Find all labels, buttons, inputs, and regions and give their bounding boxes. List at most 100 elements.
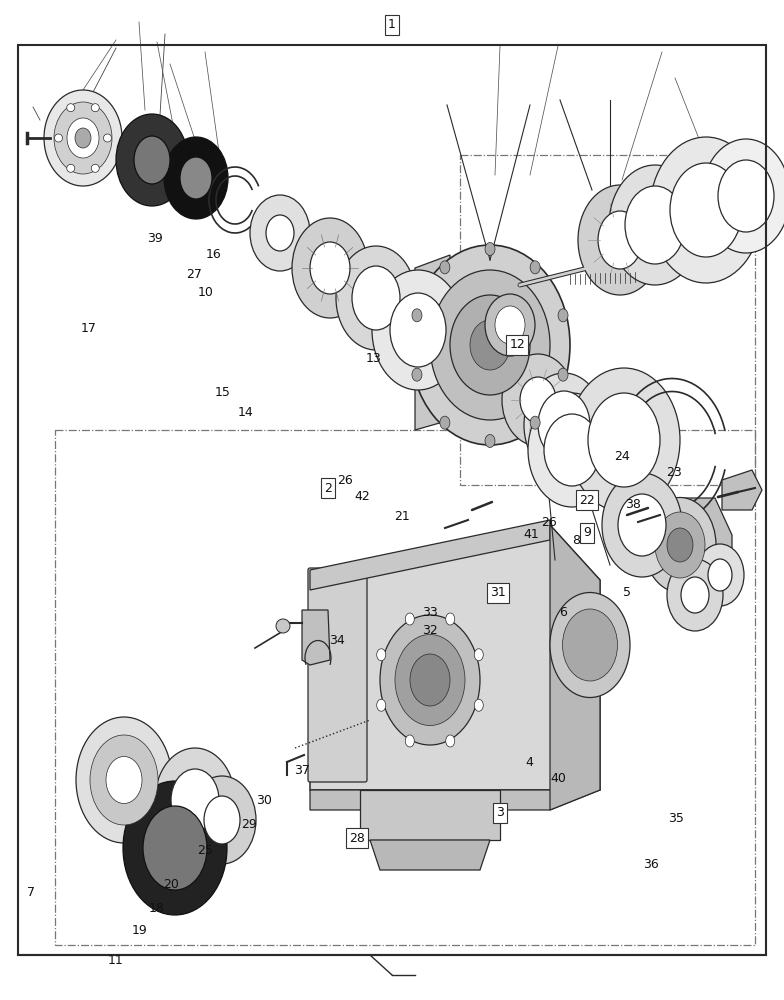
Ellipse shape (544, 414, 600, 486)
Polygon shape (415, 255, 450, 430)
Ellipse shape (171, 769, 219, 831)
Text: 14: 14 (238, 406, 253, 418)
Text: 16: 16 (205, 248, 221, 261)
Ellipse shape (524, 373, 604, 477)
Ellipse shape (470, 320, 510, 370)
Ellipse shape (562, 609, 618, 681)
Ellipse shape (696, 544, 744, 606)
Ellipse shape (558, 368, 568, 381)
Ellipse shape (440, 261, 450, 274)
Circle shape (91, 104, 100, 112)
Polygon shape (310, 525, 600, 790)
Ellipse shape (372, 270, 464, 390)
Ellipse shape (528, 393, 616, 507)
Ellipse shape (75, 128, 91, 148)
Ellipse shape (405, 613, 414, 625)
Text: 28: 28 (349, 832, 365, 844)
Text: 34: 34 (329, 635, 345, 648)
Ellipse shape (446, 735, 455, 747)
Ellipse shape (708, 559, 732, 591)
Text: 26: 26 (337, 474, 353, 487)
Ellipse shape (412, 368, 422, 381)
Ellipse shape (485, 434, 495, 448)
Text: 42: 42 (354, 490, 370, 504)
Ellipse shape (474, 649, 483, 661)
Text: 2: 2 (324, 482, 332, 494)
Ellipse shape (134, 136, 170, 184)
Bar (55, 430, 755, 945)
Ellipse shape (502, 354, 574, 446)
Ellipse shape (390, 293, 446, 367)
Circle shape (276, 619, 290, 633)
Ellipse shape (440, 416, 450, 429)
Ellipse shape (352, 266, 400, 330)
FancyBboxPatch shape (308, 568, 367, 782)
Ellipse shape (266, 215, 294, 251)
Ellipse shape (412, 309, 422, 322)
Ellipse shape (310, 242, 350, 294)
Ellipse shape (718, 160, 774, 232)
Ellipse shape (164, 137, 228, 219)
Ellipse shape (670, 163, 742, 257)
Ellipse shape (204, 796, 240, 844)
Ellipse shape (530, 416, 540, 429)
Ellipse shape (485, 294, 535, 356)
Text: 4: 4 (525, 756, 533, 768)
Text: 40: 40 (550, 772, 566, 784)
Text: 37: 37 (294, 764, 310, 778)
Ellipse shape (474, 699, 483, 711)
Text: 6: 6 (559, 605, 567, 618)
Ellipse shape (410, 654, 450, 706)
Ellipse shape (588, 393, 660, 487)
Text: 9: 9 (583, 526, 591, 540)
Polygon shape (680, 498, 732, 590)
Polygon shape (360, 790, 500, 840)
Ellipse shape (618, 494, 666, 556)
Circle shape (55, 134, 63, 142)
Text: 23: 23 (666, 466, 682, 480)
Ellipse shape (380, 615, 480, 745)
Text: 13: 13 (366, 352, 382, 364)
Ellipse shape (67, 118, 99, 158)
Text: 19: 19 (132, 924, 147, 936)
Ellipse shape (625, 186, 685, 264)
Ellipse shape (395, 635, 465, 726)
Text: 36: 36 (643, 858, 659, 871)
Ellipse shape (702, 139, 784, 253)
Text: 20: 20 (163, 878, 179, 890)
Text: 33: 33 (422, 606, 437, 619)
Text: 32: 32 (422, 624, 437, 637)
Text: 17: 17 (81, 322, 96, 334)
Ellipse shape (446, 613, 455, 625)
Ellipse shape (155, 748, 235, 852)
Ellipse shape (644, 497, 716, 592)
Ellipse shape (54, 102, 112, 174)
Circle shape (103, 134, 111, 142)
Ellipse shape (180, 157, 212, 199)
Ellipse shape (292, 218, 368, 318)
Text: 8: 8 (572, 534, 580, 546)
Ellipse shape (90, 735, 158, 825)
Ellipse shape (598, 211, 642, 269)
Polygon shape (370, 840, 490, 870)
Polygon shape (550, 525, 600, 810)
Text: 30: 30 (256, 794, 272, 806)
Circle shape (67, 104, 74, 112)
Text: 10: 10 (198, 286, 213, 300)
Polygon shape (302, 610, 330, 665)
Ellipse shape (667, 559, 723, 631)
Ellipse shape (520, 377, 556, 423)
Ellipse shape (430, 270, 550, 420)
Text: 3: 3 (496, 806, 504, 820)
Ellipse shape (377, 699, 386, 711)
Text: 15: 15 (215, 385, 230, 398)
Text: 7: 7 (27, 886, 35, 900)
Text: 38: 38 (626, 498, 641, 512)
Text: 26: 26 (541, 516, 557, 528)
Ellipse shape (123, 781, 227, 915)
Ellipse shape (76, 717, 172, 843)
Polygon shape (310, 790, 600, 810)
Ellipse shape (538, 391, 590, 459)
Ellipse shape (558, 309, 568, 322)
Ellipse shape (550, 592, 630, 698)
